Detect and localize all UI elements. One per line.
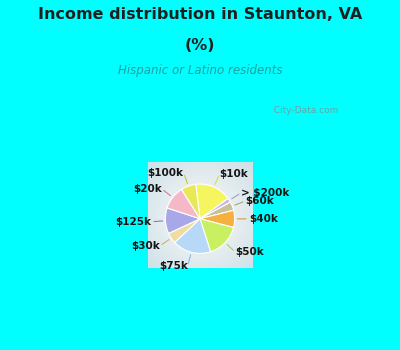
Wedge shape: [182, 184, 200, 219]
Text: $40k: $40k: [249, 214, 278, 224]
Text: (%): (%): [185, 38, 215, 53]
Text: $50k: $50k: [236, 247, 264, 257]
Text: City-Data.com: City-Data.com: [268, 106, 339, 115]
Text: Income distribution in Staunton, VA: Income distribution in Staunton, VA: [38, 7, 362, 22]
Text: $20k: $20k: [133, 184, 162, 194]
Text: $10k: $10k: [220, 169, 248, 179]
Wedge shape: [165, 208, 200, 233]
Wedge shape: [200, 219, 234, 252]
Wedge shape: [196, 184, 228, 219]
Wedge shape: [168, 219, 200, 243]
Text: $125k: $125k: [115, 217, 151, 227]
Wedge shape: [200, 210, 235, 228]
Text: $30k: $30k: [131, 241, 160, 251]
Wedge shape: [200, 202, 234, 219]
Text: $60k: $60k: [246, 196, 274, 206]
Text: $100k: $100k: [148, 168, 184, 178]
Wedge shape: [167, 189, 200, 219]
Text: Hispanic or Latino residents: Hispanic or Latino residents: [118, 64, 282, 77]
Wedge shape: [200, 198, 230, 219]
Text: > $200k: > $200k: [241, 188, 290, 198]
Wedge shape: [175, 219, 210, 253]
Text: $75k: $75k: [159, 261, 188, 271]
